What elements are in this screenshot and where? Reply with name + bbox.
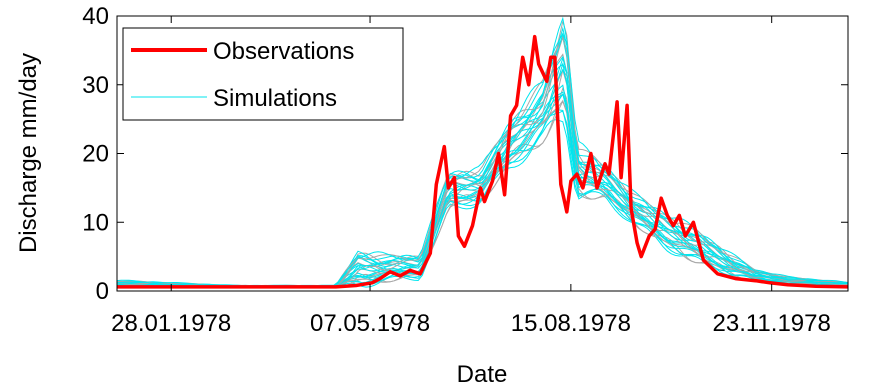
x-axis-ticks: 28.01.1978 07.05.1978 15.08.1978 23.11.1978 [111, 16, 831, 337]
y-tick-label: 10 [82, 209, 109, 236]
legend: Observations Simulations [122, 27, 404, 121]
observation-line [117, 34, 849, 289]
legend-box [122, 27, 404, 121]
y-tick-label: 20 [82, 141, 109, 168]
y-tick-label: 40 [82, 3, 109, 30]
x-tick-label: 07.05.1978 [310, 310, 430, 337]
observations-line [117, 34, 849, 289]
x-tick-label: 23.11.1978 [713, 310, 831, 337]
y-axis-label: Discharge mm/day [15, 53, 42, 253]
x-tick-label: 15.08.1978 [511, 310, 631, 337]
x-tick-label: 28.01.1978 [111, 310, 231, 337]
legend-observations-label: Observations [213, 38, 354, 65]
y-tick-label: 30 [82, 72, 109, 99]
x-axis-label: Date [457, 361, 508, 388]
y-tick-label: 0 [96, 278, 109, 305]
legend-simulations-label: Simulations [213, 85, 337, 112]
y-axis-ticks: 0 10 20 30 40 [82, 3, 848, 305]
